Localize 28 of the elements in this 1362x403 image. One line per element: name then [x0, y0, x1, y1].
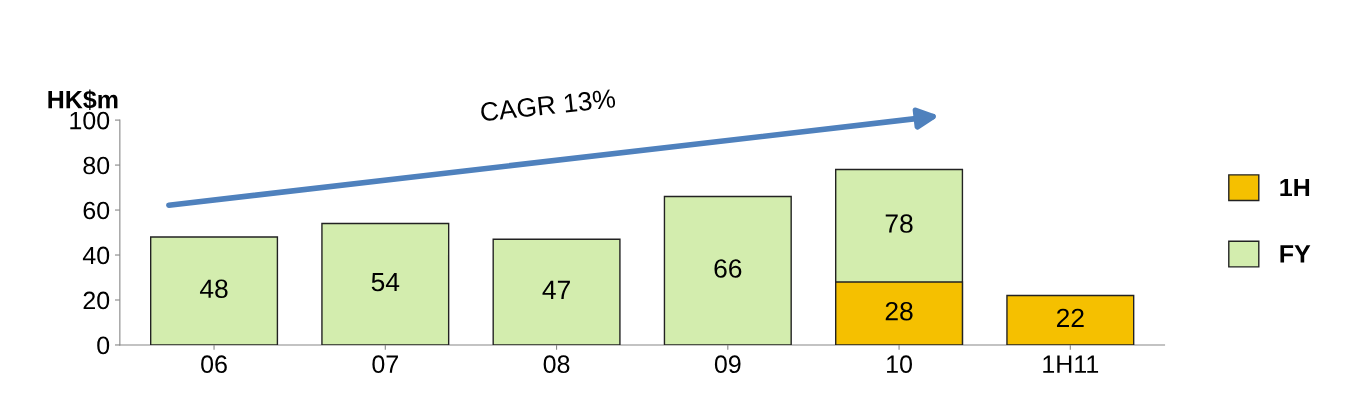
y-tick-label: 100: [70, 111, 110, 130]
data-label: 54: [371, 272, 400, 292]
y-axis-title: HK$m: [48, 89, 118, 111]
legend-label: FY: [1280, 245, 1311, 263]
data-label: 47: [542, 280, 570, 299]
bar: [321, 222, 450, 345]
data-label: 66: [714, 259, 742, 278]
y-tick-label: 20: [83, 291, 110, 310]
annotation: CAGR 13%: [480, 88, 616, 122]
x-tick-label: 08: [543, 355, 570, 374]
y-tick-label: 0: [97, 336, 110, 355]
data-label: 48: [199, 279, 228, 299]
bar: [149, 236, 279, 345]
y-tick-label: 80: [83, 156, 110, 175]
x-tick-label: 10: [887, 355, 912, 374]
x-tick-label: 07: [372, 355, 398, 374]
x-tick-label: 06: [201, 355, 227, 374]
x-tick-label: 09: [714, 355, 741, 374]
bar: [492, 238, 621, 345]
data-label: 22: [1056, 308, 1084, 328]
x-tick-label: 1H11: [1043, 355, 1099, 373]
bar: [663, 195, 792, 345]
bar: [1006, 294, 1135, 345]
y-tick-label: 40: [82, 246, 110, 265]
legend-label: 1H: [1280, 178, 1310, 197]
data-label: 28: [885, 301, 913, 321]
y-tick-label: 60: [83, 201, 110, 220]
data-label: 78: [885, 214, 913, 233]
